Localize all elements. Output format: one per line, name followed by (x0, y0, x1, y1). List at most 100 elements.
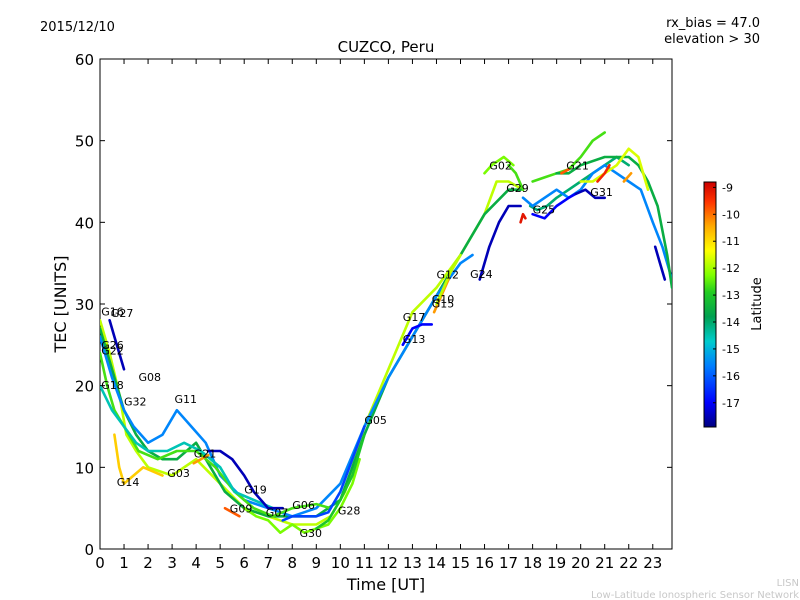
colorbar-tick-label: -17 (722, 397, 740, 410)
colorbar-tick-label: -14 (722, 316, 740, 329)
x-tick-label: 13 (403, 554, 422, 572)
y-tick-label: 10 (75, 459, 94, 477)
satellite-label-5: G18 (101, 379, 124, 392)
x-tick-label: 2 (143, 554, 153, 572)
x-tick-label: 20 (571, 554, 590, 572)
tec-series-line-15 (478, 204, 522, 281)
satellite-label-17: G30 (300, 527, 323, 540)
rx-bias-label: rx_bias = 47.0 (666, 16, 760, 31)
satellite-label-4: G22 (101, 345, 124, 358)
y-tick-label: 40 (75, 214, 94, 232)
colorbar-tick-label: -12 (722, 262, 740, 275)
tec-series-line-28 (596, 163, 611, 183)
satellite-label-15: G06 (292, 499, 315, 512)
satellite-label-11: G14 (117, 476, 140, 489)
satellite-label-19: G13 (403, 333, 426, 346)
tec-series-line-3 (100, 253, 474, 518)
x-axis: 0 1 2 3 4 5 6 7 8 9 10 11 12 13 14 15 16 17 18 19 20 21 22 23 (95, 59, 662, 572)
y-tick-label: 50 (75, 133, 94, 151)
colorbar-tick-label: -13 (722, 289, 740, 302)
satellite-label-20: G17 (403, 311, 426, 324)
y-axis-label: TEC [UNITS] (51, 256, 70, 354)
colorbar-label: Latitude (750, 277, 765, 331)
satellite-label-26: G29 (506, 182, 529, 195)
tec-series-line-23 (574, 188, 606, 200)
x-tick-label: 16 (475, 554, 494, 572)
x-tick-label: 15 (451, 554, 470, 572)
y-axis: 0 10 20 30 40 50 60 (75, 51, 672, 559)
tec-series-line-2 (100, 188, 522, 518)
satellite-label-22: G15 (432, 297, 455, 310)
tec-series-line-19 (507, 163, 525, 191)
x-tick-label: 19 (547, 554, 566, 572)
x-tick-label: 0 (95, 554, 105, 572)
colorbar-ticks: -9 -10 -11 -12 -13 -14 -15 -16 -17 (713, 181, 740, 410)
tec-series-line-25 (555, 155, 672, 289)
credit-short: LISN (777, 578, 799, 589)
satellite-label-13: G09 (230, 502, 253, 515)
tec-series-line-22 (531, 192, 578, 220)
satellite-label-25: G02 (489, 159, 512, 172)
satellite-label-27: G25 (533, 203, 556, 216)
satellite-label-6: G08 (139, 371, 162, 384)
colorbar-tick-label: -16 (722, 370, 740, 383)
x-tick-label: 5 (215, 554, 225, 572)
satellite-label-23: G12 (437, 269, 460, 282)
tec-series-line-10 (108, 319, 126, 371)
tec-series-line-6 (113, 433, 164, 485)
x-tick-label: 6 (239, 554, 249, 572)
elevation-label: elevation > 30 (664, 32, 760, 47)
tec-series-line-31 (653, 245, 667, 281)
y-tick-label: 60 (75, 51, 94, 69)
satellite-label-10: G21 (194, 448, 217, 461)
tec-series-line-20 (528, 155, 630, 212)
x-tick-label: 18 (523, 554, 542, 572)
satellite-label-21: G10 (432, 293, 455, 306)
date-label: 2015/12/10 (40, 20, 115, 35)
y-tick-label: 0 (84, 541, 94, 559)
x-axis-label: Time [UT] (346, 575, 425, 594)
x-tick-label: 7 (263, 554, 273, 572)
x-tick-label: 23 (643, 554, 662, 572)
satellite-label-3: G26 (101, 339, 124, 352)
x-tick-label: 3 (167, 554, 177, 572)
x-tick-label: 8 (287, 554, 297, 572)
y-tick-label: 20 (75, 378, 94, 396)
colorbar-tick-label: -10 (722, 208, 740, 221)
satellite-label-12: G19 (244, 484, 267, 497)
tec-series-line-29 (622, 172, 633, 183)
x-tick-label: 11 (355, 554, 374, 572)
tec-series-line-11 (206, 449, 284, 510)
x-tick-label: 9 (312, 554, 322, 572)
x-tick-label: 22 (619, 554, 638, 572)
tec-series-line-12 (223, 506, 241, 518)
x-tick-label: 10 (331, 554, 350, 572)
x-tick-label: 21 (595, 554, 614, 572)
tec-series-line-13 (192, 453, 210, 465)
tec-series-line-27 (560, 168, 570, 175)
tec-series-line-14 (401, 323, 433, 347)
tec-series-line-5 (100, 384, 275, 510)
colorbar-tick-label: -9 (722, 181, 733, 194)
x-tick-label: 4 (191, 554, 201, 572)
tec-series-line-30 (519, 212, 527, 224)
satellite-label-18: G05 (364, 414, 387, 427)
colorbar-tick-label: -11 (722, 235, 740, 248)
x-tick-label: 12 (379, 554, 398, 572)
series-group (100, 131, 672, 534)
satellite-label-7: G32 (124, 395, 147, 408)
colorbar-tick-label: -15 (722, 343, 740, 356)
credit-long: Low-Latitude Ionospheric Sensor Network (591, 590, 799, 600)
colorbar (703, 181, 717, 428)
satellite-label-24: G24 (470, 268, 493, 281)
satellite-label-14: G07 (266, 506, 289, 519)
chart-title: CUZCO, Peru (338, 38, 435, 56)
satellite-label-1: G16 (101, 305, 124, 318)
satellite-label-29: G31 (590, 186, 613, 199)
tec-series-line-17 (435, 253, 462, 306)
tec-series-line-9 (281, 425, 366, 522)
x-tick-label: 17 (499, 554, 518, 572)
tec-series-line-21 (521, 163, 672, 281)
